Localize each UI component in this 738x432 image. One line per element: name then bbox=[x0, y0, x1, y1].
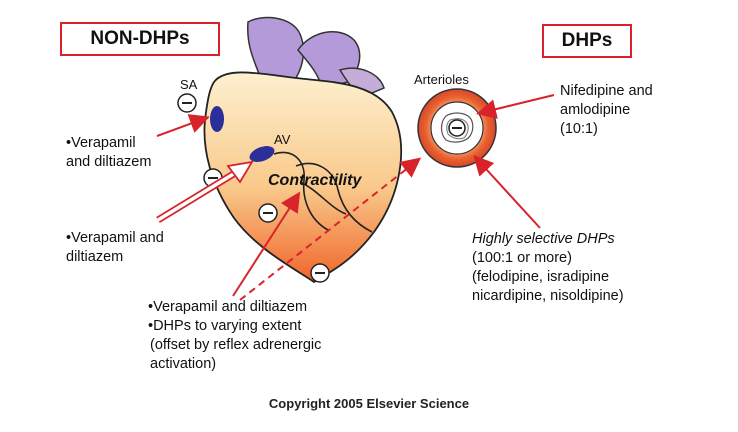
left-note-2-line-1: •Verapamil and bbox=[66, 230, 164, 246]
heart-body bbox=[203, 71, 403, 284]
sa-label: SA bbox=[180, 77, 198, 92]
left-note-2-line-2: diltiazem bbox=[66, 249, 124, 265]
av-node bbox=[249, 146, 275, 162]
selective-line-4: nicardipine, nisoldipine) bbox=[472, 288, 624, 304]
copyright-notice: Copyright 2005 Elsevier Science bbox=[268, 396, 470, 411]
left-note-1-line-1: •Verapamil bbox=[66, 135, 136, 151]
nifedipine-line-1: Nifedipine and bbox=[560, 83, 653, 99]
av-hollow-arrow bbox=[156, 160, 254, 223]
selective-line-1: Highly selective DHPs bbox=[472, 231, 615, 247]
heart-internal-lines bbox=[273, 151, 373, 233]
effect-arrows bbox=[156, 94, 555, 301]
non-dhps-label: NON-DHPs bbox=[60, 22, 220, 56]
left-note-1-line-2: and diltiazem bbox=[66, 154, 152, 170]
selective-line-2: (100:1 or more) bbox=[472, 250, 572, 266]
nifedipine-line-3: (10:1) bbox=[560, 121, 598, 137]
bottom-note-line-1: •Verapamil and diltiazem bbox=[148, 299, 308, 315]
dhps-label: DHPs bbox=[542, 24, 632, 58]
sa-node bbox=[210, 106, 224, 132]
arteriole-cross-section bbox=[417, 88, 497, 168]
contractility-label: Contractility bbox=[268, 172, 362, 189]
bottom-note-line-2: •DHPs to varying extent bbox=[148, 318, 302, 334]
bottom-note-line-3: (offset by reflex adrenergic bbox=[150, 337, 322, 353]
av-label: AV bbox=[274, 132, 291, 147]
nifedipine-line-2: amlodipine bbox=[560, 102, 631, 118]
heart-vessels bbox=[247, 16, 385, 99]
selective-line-3: (felodipine, isradipine bbox=[472, 269, 610, 285]
bottom-note-line-4: activation) bbox=[150, 356, 217, 372]
arterioles-label: Arterioles bbox=[414, 72, 469, 87]
